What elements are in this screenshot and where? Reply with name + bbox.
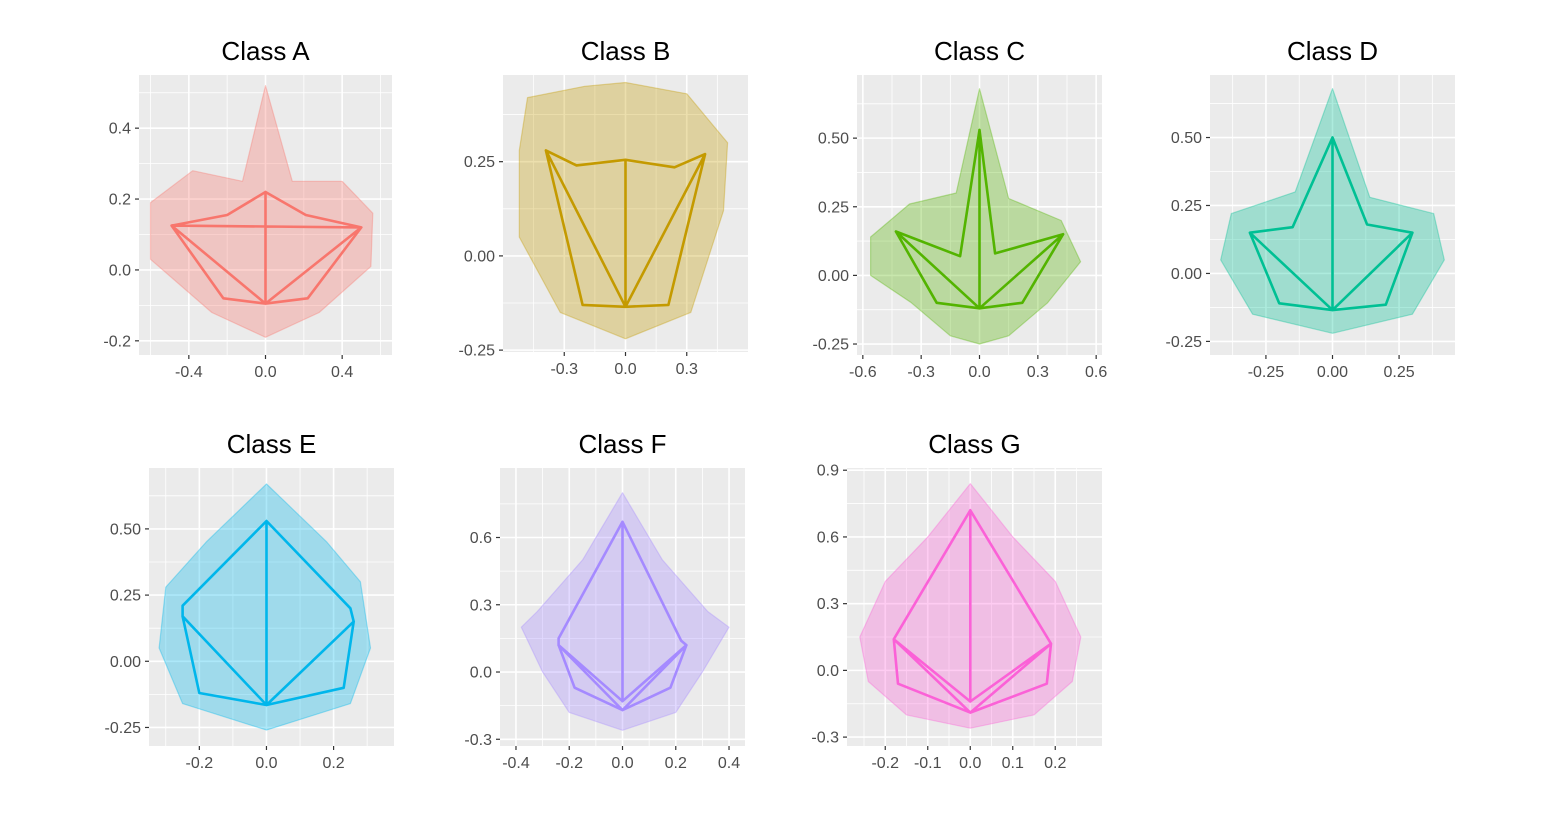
x-tick-label: 0.2 [322, 755, 344, 772]
y-tick-label: 0.50 [818, 131, 849, 148]
y-tick-label: -0.25 [459, 343, 496, 360]
x-tick-label: -0.6 [849, 364, 877, 381]
y-tick-label: 0.6 [817, 529, 839, 546]
panel-class-c: -0.6 -0.3 0.0 0.3 0.6 -0.25 0.00 0.25 0.50 Class … [813, 36, 1108, 381]
x-tick-label: -0.1 [914, 755, 942, 772]
panel-class-f: -0.4 -0.2 0.0 0.2 0.4 -0.3 0.0 0.3 0.6 Class F [464, 429, 745, 772]
y-tick-label: 0.3 [470, 597, 492, 614]
x-tick-label: 0.00 [1317, 364, 1348, 381]
y-tick-label: -0.25 [813, 337, 850, 354]
x-tick-label: -0.2 [186, 755, 214, 772]
y-tick-label: -0.25 [1166, 334, 1203, 351]
y-tick-label: 0.9 [817, 463, 839, 480]
y-tick-label: 0.00 [818, 268, 849, 285]
panel-title: Class F [578, 429, 666, 459]
x-tick-label: 0.25 [1384, 364, 1415, 381]
mean-shape-line [181, 519, 356, 707]
x-tick-label: 0.6 [1085, 364, 1107, 381]
x-tick-label: 0.0 [968, 364, 990, 381]
panel-title: Class A [221, 36, 310, 66]
x-tick-label: 0.4 [718, 755, 740, 772]
x-tick-label: -0.2 [871, 755, 899, 772]
x-tick-label: 0.0 [959, 755, 981, 772]
y-tick-label: 0.4 [109, 121, 131, 138]
y-tick-label: 0.0 [817, 663, 839, 680]
y-tick-label: 0.00 [1171, 266, 1202, 283]
panel-title: Class G [928, 429, 1020, 459]
panel-title: Class C [934, 36, 1025, 66]
y-tick-label: 0.3 [817, 596, 839, 613]
y-tick-label: 0.0 [109, 262, 131, 279]
mean-shape-line [557, 520, 688, 712]
mean-shape-line [894, 128, 1065, 310]
y-tick-label: 0.00 [464, 248, 495, 265]
panels: -0.4 0.0 0.4 -0.2 0.0 0.2 0.4 Class A -0.3 0.0 0.3… [103, 36, 1455, 772]
x-tick-label: -0.4 [175, 364, 203, 381]
shape-envelope [158, 483, 372, 731]
panel-title: Class B [581, 36, 671, 66]
panel-class-b: -0.3 0.0 0.3 -0.25 0.00 0.25 Class B [459, 36, 748, 378]
x-tick-label: 0.3 [676, 361, 698, 378]
y-tick-label: 0.25 [1171, 198, 1202, 215]
y-tick-label: 0.0 [470, 665, 492, 682]
y-tick-label: -0.3 [811, 730, 839, 747]
y-tick-label: 0.50 [1171, 130, 1202, 147]
y-tick-label: 0.6 [470, 530, 492, 547]
x-tick-label: -0.4 [502, 755, 530, 772]
y-tick-label: 0.25 [464, 154, 495, 171]
y-tick-label: 0.50 [110, 521, 141, 538]
mean-shape-line [544, 149, 707, 309]
x-tick-label: 0.0 [255, 755, 277, 772]
y-tick-label: -0.3 [464, 732, 492, 749]
y-tick-label: 0.25 [818, 199, 849, 216]
y-tick-label: 0.25 [110, 588, 141, 605]
x-tick-label: 0.4 [331, 364, 353, 381]
y-tick-label: -0.25 [105, 720, 142, 737]
x-tick-label: 0.2 [665, 755, 687, 772]
x-tick-label: 0.0 [254, 364, 276, 381]
y-tick-label: -0.2 [103, 333, 131, 350]
y-tick-label: 0.2 [109, 192, 131, 209]
mean-shape-line [1248, 136, 1414, 312]
x-tick-label: 0.1 [1002, 755, 1024, 772]
x-tick-label: -0.25 [1248, 364, 1285, 381]
panel-title: Class E [227, 429, 317, 459]
mean-shape-line [170, 190, 363, 305]
x-tick-label: -0.3 [550, 361, 578, 378]
panel-title: Class D [1287, 36, 1378, 66]
x-tick-label: 0.2 [1044, 755, 1066, 772]
panel-class-a: -0.4 0.0 0.4 -0.2 0.0 0.2 0.4 Class A [103, 36, 392, 381]
x-tick-label: 0.3 [1027, 364, 1049, 381]
panel-class-d: -0.25 0.00 0.25 -0.25 0.00 0.25 0.50 Class D [1166, 36, 1455, 381]
panel-class-g: -0.2 -0.1 0.0 0.1 0.2 -0.3 0.0 0.3 0.6 0.9 Class G [811, 429, 1102, 772]
y-tick-label: 0.00 [110, 654, 141, 671]
x-tick-label: -0.3 [907, 364, 935, 381]
x-tick-label: 0.0 [611, 755, 633, 772]
x-tick-label: 0.0 [614, 361, 636, 378]
mean-shape-line [892, 508, 1053, 714]
panel-class-e: -0.2 0.0 0.2 -0.25 0.00 0.25 0.50 Class E [105, 429, 394, 772]
x-tick-label: -0.2 [555, 755, 583, 772]
